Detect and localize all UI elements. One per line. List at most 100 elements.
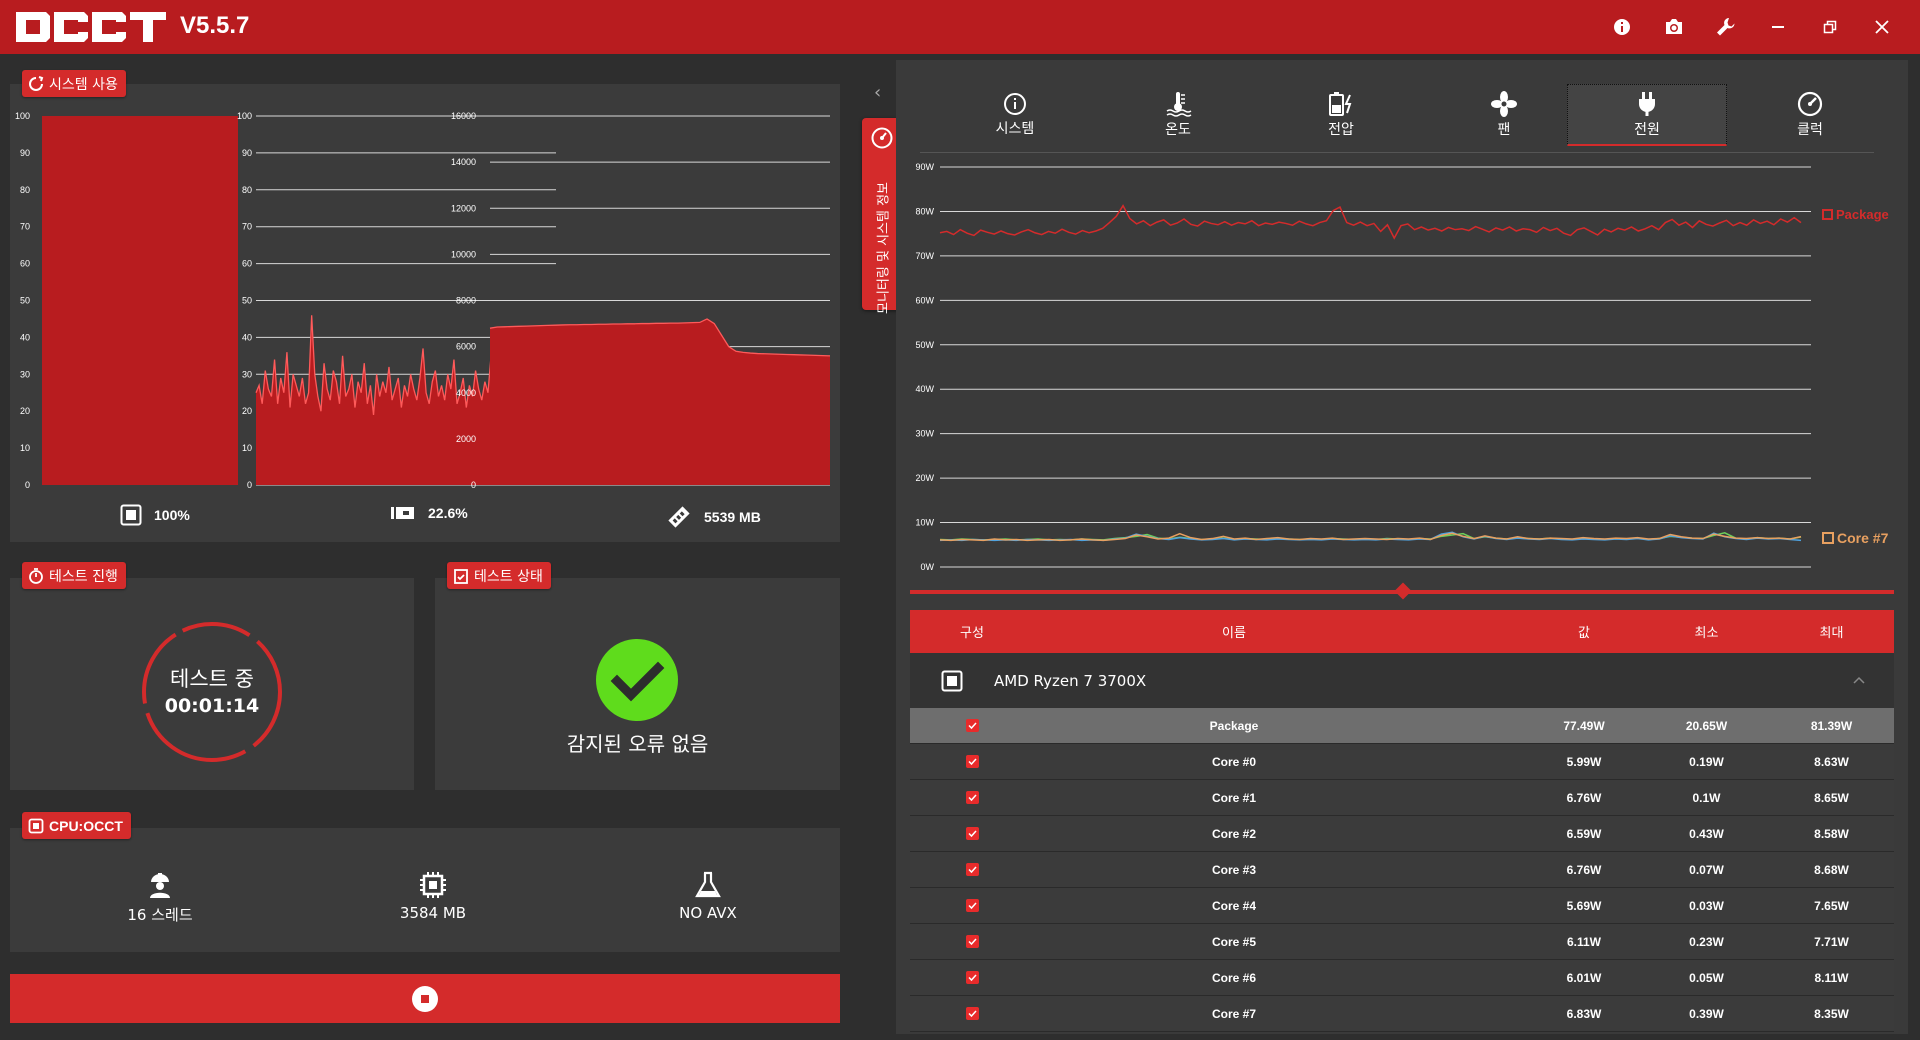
row-value: 77.49W	[1563, 718, 1605, 733]
info-icon	[1614, 19, 1630, 35]
row-checkbox-cell	[910, 935, 1034, 948]
row-checkbox[interactable]	[965, 1007, 979, 1020]
table-row[interactable]: Core #1 6.76W 0.1W 8.65W	[910, 780, 1894, 816]
usage-tick-label: 100	[15, 111, 30, 121]
system-usage-title: 시스템 사용	[49, 76, 118, 93]
legend-core: Core #7	[1822, 530, 1888, 546]
table-row[interactable]: Core #3 6.76W 0.07W 8.68W	[910, 852, 1894, 888]
avx-value: NO AVX	[679, 904, 737, 922]
table-row[interactable]: Core #4 5.69W 0.03W 7.65W	[910, 888, 1894, 924]
legend-core-label: Core #7	[1837, 530, 1889, 546]
chevron-up-icon[interactable]	[1852, 675, 1866, 685]
monitoring-side-tab[interactable]: 모니터링 및 시스템 정보	[862, 118, 902, 314]
tab-fan[interactable]: 팬	[1424, 84, 1584, 146]
collapse-panel-button[interactable]: ‹	[874, 82, 882, 103]
memory-usage-label: 5539 MB	[666, 504, 761, 530]
tab-system[interactable]: 시스템	[935, 84, 1095, 146]
row-checkbox[interactable]	[965, 791, 979, 804]
row-max: 7.71W	[1814, 934, 1849, 949]
row-checkbox[interactable]	[965, 971, 979, 984]
table-row[interactable]: Core #7 6.83W 0.39W 8.35W	[910, 996, 1894, 1032]
monitoring-tab-label: 모니터링 및 시스템 정보	[876, 182, 892, 314]
tab-power[interactable]: 전원	[1567, 84, 1727, 146]
power-tick-label: 0W	[921, 562, 935, 572]
table-row[interactable]: Core #0 5.99W 0.19W 8.63W	[910, 744, 1894, 780]
gauge-icon	[1797, 91, 1823, 117]
usage-tick-label: 90	[242, 148, 252, 158]
usage-tick-label: 10	[242, 443, 252, 453]
power-tick-label: 10W	[915, 518, 934, 528]
tab-temperature-label: 온도	[1165, 122, 1191, 138]
timeline-scrubber[interactable]	[910, 582, 1894, 600]
usage-tick-label: 50	[20, 296, 30, 306]
row-checkbox[interactable]	[965, 935, 979, 948]
row-value: 5.99W	[1566, 754, 1602, 769]
table-row[interactable]: Core #2 6.59W 0.43W 8.58W	[910, 816, 1894, 852]
close-icon	[1875, 20, 1889, 34]
table-row[interactable]: Core #5 6.11W 0.23W 7.71W	[910, 924, 1894, 960]
row-max: 7.65W	[1814, 898, 1849, 913]
test-progress-tag: 테스트 진행	[22, 562, 126, 589]
tab-clock[interactable]: 클럭	[1730, 84, 1890, 146]
table-row[interactable]: Core #6 6.01W 0.05W 8.11W	[910, 960, 1894, 996]
usage-tick-label: 20	[20, 406, 30, 416]
settings-button[interactable]	[1700, 0, 1752, 54]
row-max: 8.35W	[1814, 1006, 1849, 1021]
check-icon	[967, 902, 977, 910]
stop-icon	[412, 985, 438, 1012]
no-errors-message: 감지된 오류 없음	[566, 732, 709, 756]
avx-info: NO AVX	[598, 870, 818, 922]
memory-value: 3584 MB	[399, 904, 467, 922]
cpu-usage-label: 100%	[120, 504, 190, 526]
chip-icon	[420, 872, 446, 898]
occt-logo	[16, 12, 166, 42]
usage-tick-label: 0	[471, 480, 476, 490]
usage-tick-label: 20	[242, 406, 252, 416]
usage-area-fill	[256, 315, 556, 485]
row-max: 8.68W	[1814, 862, 1849, 877]
row-checkbox[interactable]	[965, 863, 979, 876]
cpu-small-icon	[28, 818, 44, 833]
row-checkbox-cell	[910, 863, 1034, 876]
usage-tick-label: 40	[242, 332, 252, 342]
usage-tick-label: 40	[20, 332, 30, 342]
row-value: 6.76W	[1566, 790, 1602, 805]
row-checkbox[interactable]	[965, 899, 979, 912]
row-name: Core #0	[1211, 754, 1257, 769]
tab-temperature[interactable]: 온도	[1098, 84, 1258, 146]
power-tick-label: 70W	[915, 251, 934, 261]
test-elapsed-time: 00:01:14	[164, 695, 260, 717]
usage-tick-label: 90	[20, 148, 30, 158]
fan-icon	[1491, 91, 1517, 117]
row-checkbox[interactable]	[965, 719, 979, 732]
stopwatch-icon	[29, 567, 43, 584]
screenshot-button[interactable]	[1648, 0, 1700, 54]
memory-stick-icon	[668, 506, 690, 528]
power-series-package	[939, 204, 1802, 240]
minimize-button[interactable]	[1752, 0, 1804, 54]
usage-tick-label: 60	[242, 259, 252, 269]
minimize-icon	[1772, 26, 1784, 28]
close-button[interactable]	[1856, 0, 1908, 54]
row-min: 0.39W	[1689, 1006, 1724, 1021]
check-icon	[967, 758, 977, 766]
row-min: 0.03W	[1689, 898, 1724, 913]
battery-icon	[1329, 92, 1352, 116]
row-name: Package	[1209, 718, 1259, 733]
table-row[interactable]: Package 77.49W 20.65W 81.39W	[910, 708, 1894, 744]
stop-test-button[interactable]	[10, 974, 840, 1023]
tab-clock-label: 클럭	[1797, 122, 1823, 138]
row-checkbox[interactable]	[965, 755, 979, 768]
system-usage-panel: 0 10 20 30 40 50 60 70 80 90 100 0 10 20 30 40 50 60 70 80 9…	[10, 84, 840, 542]
row-checkbox[interactable]	[965, 827, 979, 840]
power-tick-label: 80W	[915, 206, 934, 216]
tab-voltage[interactable]: 전압	[1261, 84, 1421, 146]
restore-button[interactable]	[1804, 0, 1856, 54]
usage-tick-label: 100	[237, 111, 252, 121]
cpu-group-row[interactable]: AMD Ryzen 7 3700X	[910, 653, 1894, 708]
tab-system-label: 시스템	[995, 121, 1035, 137]
test-status-tag: 테스트 상태	[447, 562, 551, 589]
info-button[interactable]	[1596, 0, 1648, 54]
row-max: 8.63W	[1814, 754, 1849, 769]
row-name: Core #7	[1211, 1006, 1257, 1021]
